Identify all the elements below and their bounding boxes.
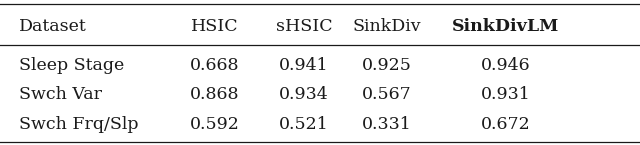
Text: 0.668: 0.668 bbox=[189, 57, 239, 74]
Text: 0.521: 0.521 bbox=[279, 116, 329, 133]
Text: Dataset: Dataset bbox=[19, 18, 87, 35]
Text: 0.934: 0.934 bbox=[279, 86, 329, 103]
Text: 0.925: 0.925 bbox=[362, 57, 412, 74]
Text: Swch Frq/Slp: Swch Frq/Slp bbox=[19, 116, 139, 133]
Text: HSIC: HSIC bbox=[191, 18, 238, 35]
Text: SinkDivLM: SinkDivLM bbox=[452, 18, 559, 35]
Text: Sleep Stage: Sleep Stage bbox=[19, 57, 124, 74]
Text: sHSIC: sHSIC bbox=[276, 18, 332, 35]
Text: 0.567: 0.567 bbox=[362, 86, 412, 103]
Text: 0.592: 0.592 bbox=[189, 116, 239, 133]
Text: 0.331: 0.331 bbox=[362, 116, 412, 133]
Text: 0.672: 0.672 bbox=[481, 116, 531, 133]
Text: 0.931: 0.931 bbox=[481, 86, 531, 103]
Text: 0.946: 0.946 bbox=[481, 57, 531, 74]
Text: 0.868: 0.868 bbox=[189, 86, 239, 103]
Text: 0.941: 0.941 bbox=[279, 57, 329, 74]
Text: SinkDiv: SinkDiv bbox=[353, 18, 422, 35]
Text: Swch Var: Swch Var bbox=[19, 86, 102, 103]
